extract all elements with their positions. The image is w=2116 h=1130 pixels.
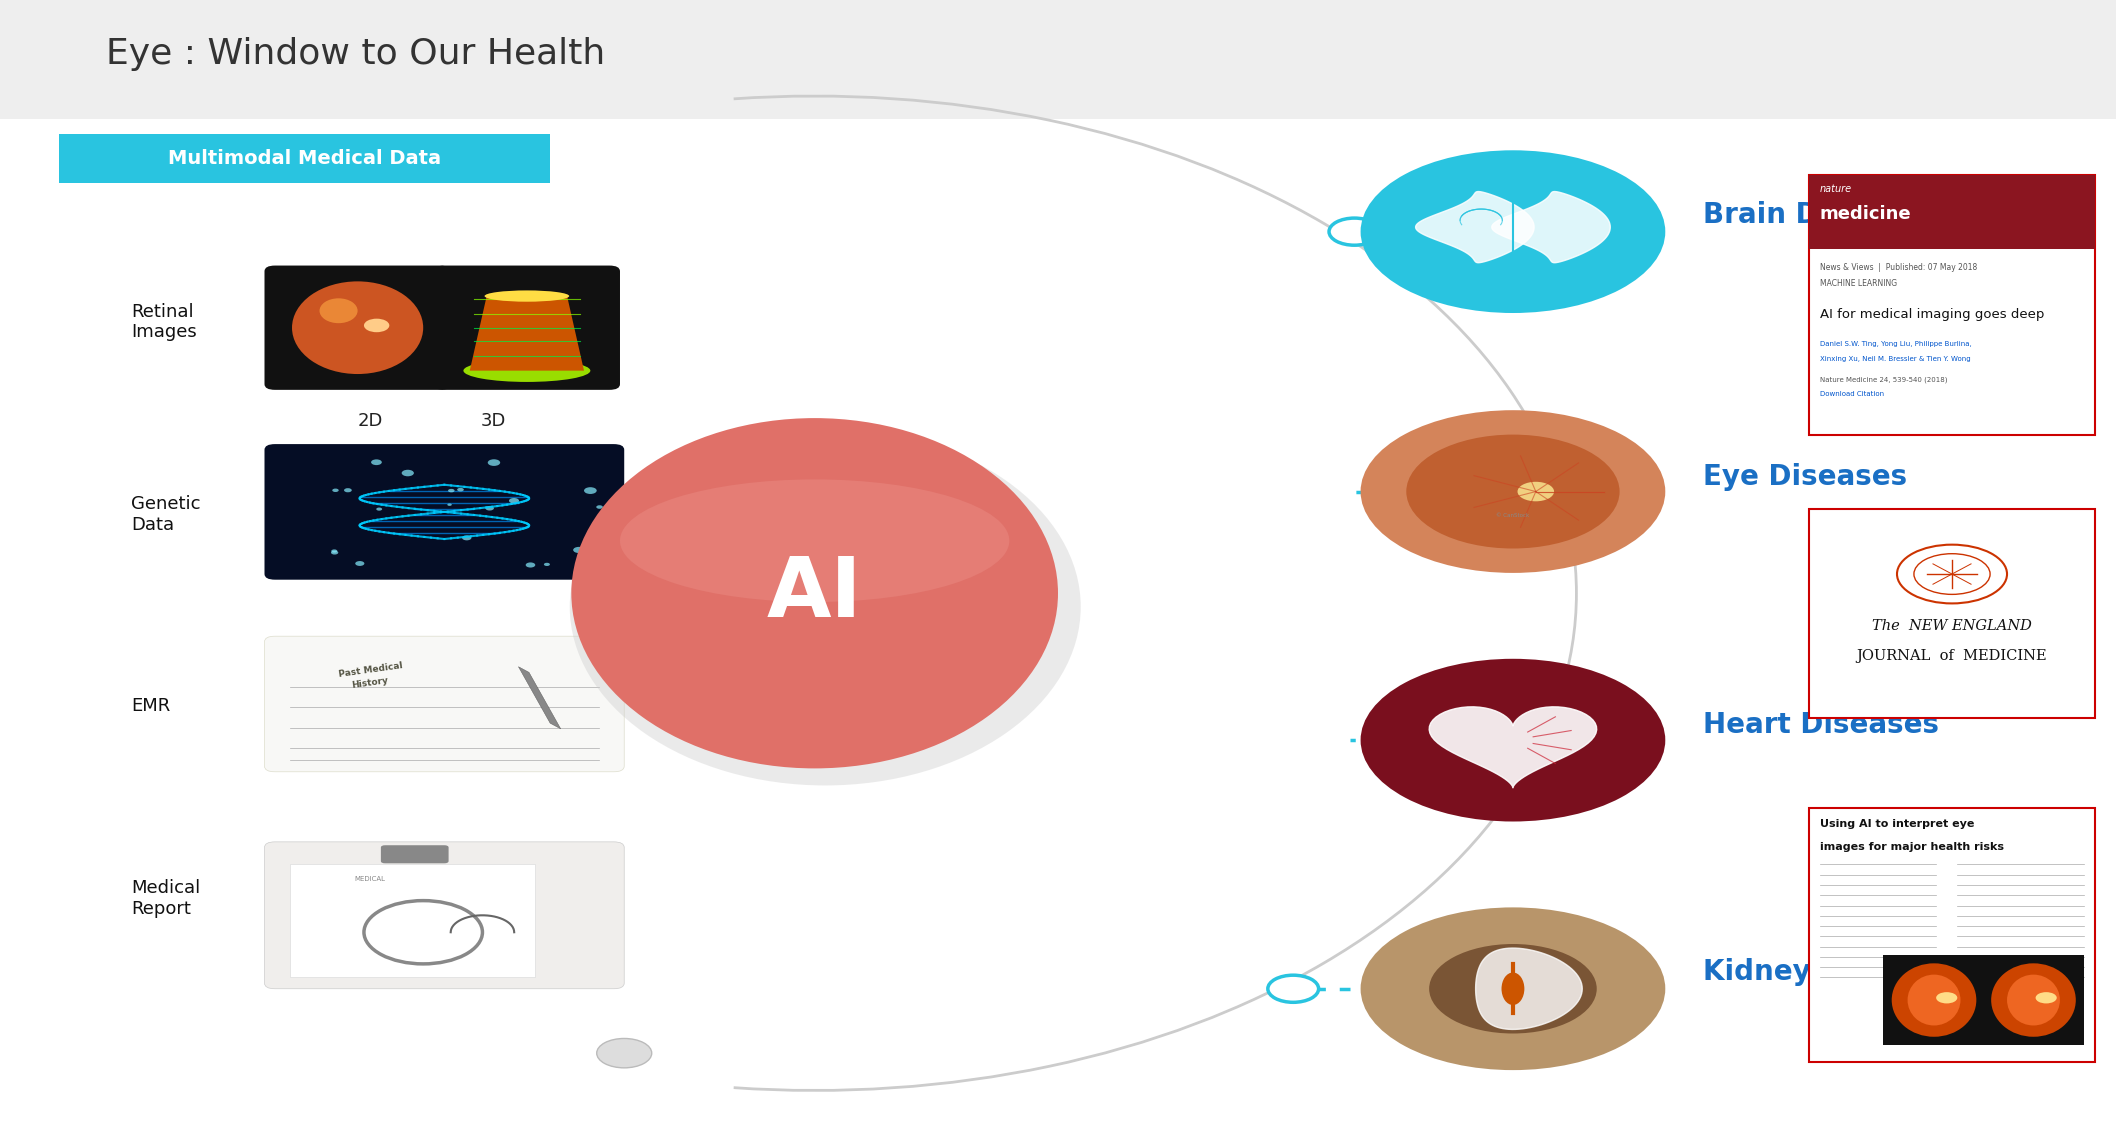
- Ellipse shape: [571, 418, 1058, 768]
- Text: AI for medical imaging goes deep: AI for medical imaging goes deep: [1820, 308, 2044, 322]
- FancyBboxPatch shape: [264, 266, 451, 390]
- Text: Xinxing Xu, Neil M. Bressler & Tien Y. Wong: Xinxing Xu, Neil M. Bressler & Tien Y. W…: [1820, 356, 1970, 362]
- Ellipse shape: [1502, 973, 1524, 1005]
- Circle shape: [510, 498, 518, 503]
- Text: Kidney Diseases: Kidney Diseases: [1703, 958, 1959, 985]
- Polygon shape: [518, 667, 561, 729]
- Text: Medical
Report: Medical Report: [131, 879, 201, 918]
- Circle shape: [584, 487, 597, 494]
- FancyBboxPatch shape: [381, 845, 449, 863]
- Circle shape: [525, 563, 535, 567]
- Circle shape: [377, 507, 383, 511]
- FancyBboxPatch shape: [1809, 508, 2095, 718]
- Polygon shape: [470, 296, 584, 371]
- Circle shape: [1361, 907, 1665, 1070]
- Text: Download Citation: Download Citation: [1820, 391, 1883, 397]
- Ellipse shape: [1991, 963, 2076, 1037]
- Text: News & Views  |  Published: 07 May 2018: News & Views | Published: 07 May 2018: [1820, 263, 1976, 272]
- Circle shape: [355, 562, 364, 566]
- FancyBboxPatch shape: [290, 864, 535, 977]
- Text: Brain Diseases: Brain Diseases: [1703, 201, 1934, 228]
- FancyBboxPatch shape: [59, 134, 550, 183]
- Text: MEDICAL: MEDICAL: [355, 876, 385, 883]
- Text: 3D: 3D: [480, 412, 506, 431]
- Circle shape: [332, 549, 336, 553]
- Text: © CanStock: © CanStock: [1496, 513, 1530, 519]
- Text: Using AI to interpret eye: Using AI to interpret eye: [1820, 819, 1974, 829]
- Circle shape: [457, 488, 463, 492]
- Polygon shape: [1416, 192, 1534, 262]
- Text: The  NEW ENGLAND: The NEW ENGLAND: [1873, 619, 2031, 633]
- FancyBboxPatch shape: [434, 266, 620, 390]
- Circle shape: [1361, 659, 1665, 822]
- FancyBboxPatch shape: [264, 444, 624, 580]
- Text: images for major health risks: images for major health risks: [1820, 842, 2004, 852]
- FancyBboxPatch shape: [1809, 175, 2095, 435]
- Circle shape: [402, 470, 415, 476]
- Ellipse shape: [569, 428, 1081, 785]
- Circle shape: [364, 319, 389, 332]
- Text: MACHINE LEARNING: MACHINE LEARNING: [1820, 279, 1896, 288]
- Text: Retinal
Images: Retinal Images: [131, 303, 197, 341]
- Circle shape: [330, 550, 339, 555]
- Text: EMR: EMR: [131, 697, 171, 715]
- Circle shape: [370, 460, 381, 466]
- Circle shape: [597, 505, 603, 508]
- Circle shape: [332, 488, 339, 492]
- Circle shape: [1936, 992, 1957, 1003]
- Circle shape: [573, 547, 584, 553]
- FancyBboxPatch shape: [264, 636, 624, 772]
- Text: nature: nature: [1820, 184, 1852, 194]
- Polygon shape: [1475, 948, 1583, 1029]
- FancyBboxPatch shape: [1983, 955, 2084, 1045]
- Text: Eye Diseases: Eye Diseases: [1703, 463, 1907, 490]
- Text: Past Medical: Past Medical: [339, 661, 402, 679]
- Text: History: History: [351, 676, 389, 689]
- Circle shape: [449, 489, 455, 493]
- FancyBboxPatch shape: [264, 842, 624, 989]
- Text: Genetic
Data: Genetic Data: [131, 495, 201, 533]
- Circle shape: [1551, 478, 1602, 505]
- FancyBboxPatch shape: [1809, 175, 2095, 249]
- Ellipse shape: [292, 281, 423, 374]
- Ellipse shape: [1909, 974, 1962, 1026]
- Circle shape: [1534, 727, 1585, 754]
- FancyBboxPatch shape: [1883, 955, 1985, 1045]
- Text: JOURNAL  of  MEDICINE: JOURNAL of MEDICINE: [1856, 649, 2048, 662]
- Ellipse shape: [485, 290, 569, 302]
- Circle shape: [1267, 975, 1318, 1002]
- Circle shape: [1361, 410, 1665, 573]
- Text: AI: AI: [766, 553, 863, 634]
- Circle shape: [461, 536, 472, 540]
- Ellipse shape: [463, 359, 590, 382]
- FancyBboxPatch shape: [0, 0, 2116, 119]
- Text: Daniel S.W. Ting, Yong Liu, Philippe Burlina,: Daniel S.W. Ting, Yong Liu, Philippe Bur…: [1820, 341, 1972, 347]
- Text: Heart Diseases: Heart Diseases: [1703, 712, 1940, 739]
- Circle shape: [1517, 481, 1553, 502]
- Text: Multimodal Medical Data: Multimodal Medical Data: [167, 149, 442, 168]
- Text: Nature Medicine 24, 539-540 (2018): Nature Medicine 24, 539-540 (2018): [1820, 376, 1947, 383]
- Circle shape: [1407, 435, 1619, 548]
- Circle shape: [1361, 150, 1665, 313]
- Text: Eye : Window to Our Health: Eye : Window to Our Health: [106, 37, 605, 71]
- Ellipse shape: [1892, 963, 1976, 1037]
- Circle shape: [485, 506, 493, 511]
- Circle shape: [1428, 944, 1598, 1034]
- Circle shape: [544, 563, 550, 566]
- Circle shape: [1329, 218, 1380, 245]
- Ellipse shape: [320, 298, 358, 323]
- Circle shape: [345, 488, 351, 493]
- Circle shape: [597, 1038, 652, 1068]
- Ellipse shape: [620, 479, 1009, 602]
- Ellipse shape: [2006, 974, 2061, 1026]
- Circle shape: [2036, 992, 2057, 1003]
- FancyBboxPatch shape: [1809, 808, 2095, 1062]
- Circle shape: [446, 504, 453, 506]
- Polygon shape: [1492, 192, 1610, 262]
- Text: medicine: medicine: [1820, 205, 1911, 223]
- Text: 2D: 2D: [358, 412, 383, 431]
- Circle shape: [487, 459, 499, 466]
- Polygon shape: [1428, 707, 1598, 788]
